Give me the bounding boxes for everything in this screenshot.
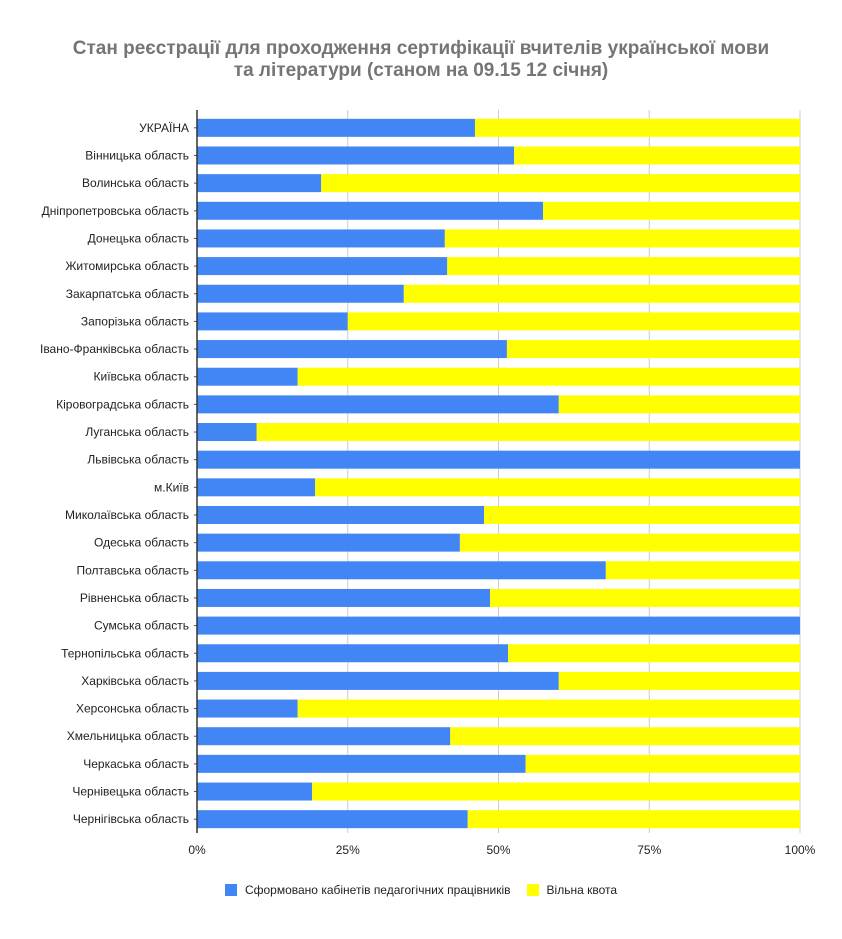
bar-free-quota[interactable] xyxy=(315,478,800,497)
bar-free-quota[interactable] xyxy=(514,146,800,165)
category-label: Харківська область xyxy=(81,674,189,688)
category-label: Закарпатська область xyxy=(66,287,189,301)
bar-formed[interactable] xyxy=(197,561,606,580)
bar-formed[interactable] xyxy=(197,312,348,331)
x-tick-label: 50% xyxy=(486,843,510,857)
bar-formed[interactable] xyxy=(197,588,491,607)
bar-formed[interactable] xyxy=(197,533,460,552)
category-label: Волинська область xyxy=(82,176,189,190)
bar-formed[interactable] xyxy=(197,450,800,469)
category-label: Чернівецька область xyxy=(72,785,189,799)
category-label: Хмельницька область xyxy=(67,729,189,743)
legend-swatch-free-quota xyxy=(526,884,539,896)
chart-title-line-2: та літератури (станом на 09.15 12 січня) xyxy=(233,60,609,81)
bar-formed[interactable] xyxy=(197,478,316,497)
bar-free-quota[interactable] xyxy=(474,118,800,137)
bar-formed[interactable] xyxy=(197,284,404,303)
x-tick-label: 25% xyxy=(336,843,360,857)
category-label: Херсонська область xyxy=(76,702,189,716)
bar-formed[interactable] xyxy=(197,754,526,773)
bar-free-quota[interactable] xyxy=(347,312,800,331)
bar-formed[interactable] xyxy=(197,671,559,690)
bar-free-quota[interactable] xyxy=(558,671,800,690)
bar-formed[interactable] xyxy=(197,174,322,193)
bar-free-quota[interactable] xyxy=(256,423,800,442)
x-tick-label: 75% xyxy=(637,843,661,857)
chart-title-line-1: Стан реєстрації для проходження сертифік… xyxy=(72,38,770,59)
bar-free-quota[interactable] xyxy=(543,201,800,220)
bar-free-quota[interactable] xyxy=(312,782,800,801)
bar-free-quota[interactable] xyxy=(558,395,800,414)
legend-label-formed: Сформовано кабінетів педагогічних праців… xyxy=(244,883,511,897)
bar-formed[interactable] xyxy=(197,340,507,359)
bar-formed[interactable] xyxy=(197,146,515,165)
bar-formed[interactable] xyxy=(197,118,475,137)
bar-free-quota[interactable] xyxy=(490,588,800,607)
x-tick-label: 0% xyxy=(188,843,206,857)
category-label: Донецька область xyxy=(88,231,189,245)
bar-formed[interactable] xyxy=(197,395,559,414)
bar-formed[interactable] xyxy=(197,644,509,663)
bar-formed[interactable] xyxy=(197,616,800,635)
legend-item-formed[interactable]: Сформовано кабінетів педагогічних праців… xyxy=(224,883,511,897)
category-label: Тернопільська область xyxy=(61,646,189,660)
bar-formed[interactable] xyxy=(197,727,451,746)
bar-free-quota[interactable] xyxy=(321,174,800,193)
legend-label-free-quota: Вільна квота xyxy=(546,883,618,897)
category-label: Полтавська область xyxy=(76,563,189,577)
bar-free-quota[interactable] xyxy=(447,257,800,276)
bar-formed[interactable] xyxy=(197,810,468,829)
bar-free-quota[interactable] xyxy=(444,229,800,248)
bar-free-quota[interactable] xyxy=(297,367,800,386)
bar-free-quota[interactable] xyxy=(403,284,800,303)
category-label: Дніпропетровська область xyxy=(42,204,189,218)
category-label: Миколаївська область xyxy=(65,508,189,522)
chart-title: Стан реєстрації для проходження сертифік… xyxy=(0,38,842,82)
bar-formed[interactable] xyxy=(197,782,313,801)
category-label: Рівненська область xyxy=(80,591,189,605)
category-label: Київська область xyxy=(94,370,189,384)
category-label: Івано-Франківська область xyxy=(40,342,189,356)
category-label: Сумська область xyxy=(94,619,189,633)
bar-free-quota[interactable] xyxy=(450,727,800,746)
legend-swatch-formed xyxy=(224,884,237,896)
bar-formed[interactable] xyxy=(197,201,544,220)
category-label: Кіровоградська область xyxy=(56,397,189,411)
category-label: Луганська область xyxy=(85,425,189,439)
bars xyxy=(197,118,800,829)
bar-formed[interactable] xyxy=(197,367,298,386)
category-label: УКРАЇНА xyxy=(139,121,189,135)
x-tick-labels: 0% 25% 50% 75% 100% xyxy=(188,843,815,857)
category-label: м.Київ xyxy=(154,480,189,494)
bar-formed[interactable] xyxy=(197,423,257,442)
category-label: Одеська область xyxy=(94,536,189,550)
bar-formed[interactable] xyxy=(197,257,448,276)
bar-free-quota[interactable] xyxy=(525,754,800,773)
category-label: Вінницька область xyxy=(85,148,189,162)
bar-free-quota[interactable] xyxy=(297,699,800,718)
bar-formed[interactable] xyxy=(197,229,445,248)
bar-free-quota[interactable] xyxy=(508,644,800,663)
category-label: Запорізька область xyxy=(81,314,189,328)
bar-formed[interactable] xyxy=(197,505,485,524)
legend: Сформовано кабінетів педагогічних праців… xyxy=(0,883,842,897)
category-label: Житомирська область xyxy=(65,259,189,273)
bar-free-quota[interactable] xyxy=(506,340,800,359)
category-label: Львівська область xyxy=(87,453,189,467)
x-tick-label: 100% xyxy=(785,843,816,857)
bar-free-quota[interactable] xyxy=(605,561,800,580)
bar-formed[interactable] xyxy=(197,699,298,718)
bar-free-quota[interactable] xyxy=(484,505,800,524)
category-label: Черкаська область xyxy=(83,757,189,771)
bar-free-quota[interactable] xyxy=(467,810,800,829)
bar-free-quota[interactable] xyxy=(459,533,800,552)
legend-item-free-quota[interactable]: Вільна квота xyxy=(526,883,618,897)
category-labels: УКРАЇНА Вінницька область Волинська област… xyxy=(40,121,197,826)
category-label: Чернігівська область xyxy=(73,812,189,826)
